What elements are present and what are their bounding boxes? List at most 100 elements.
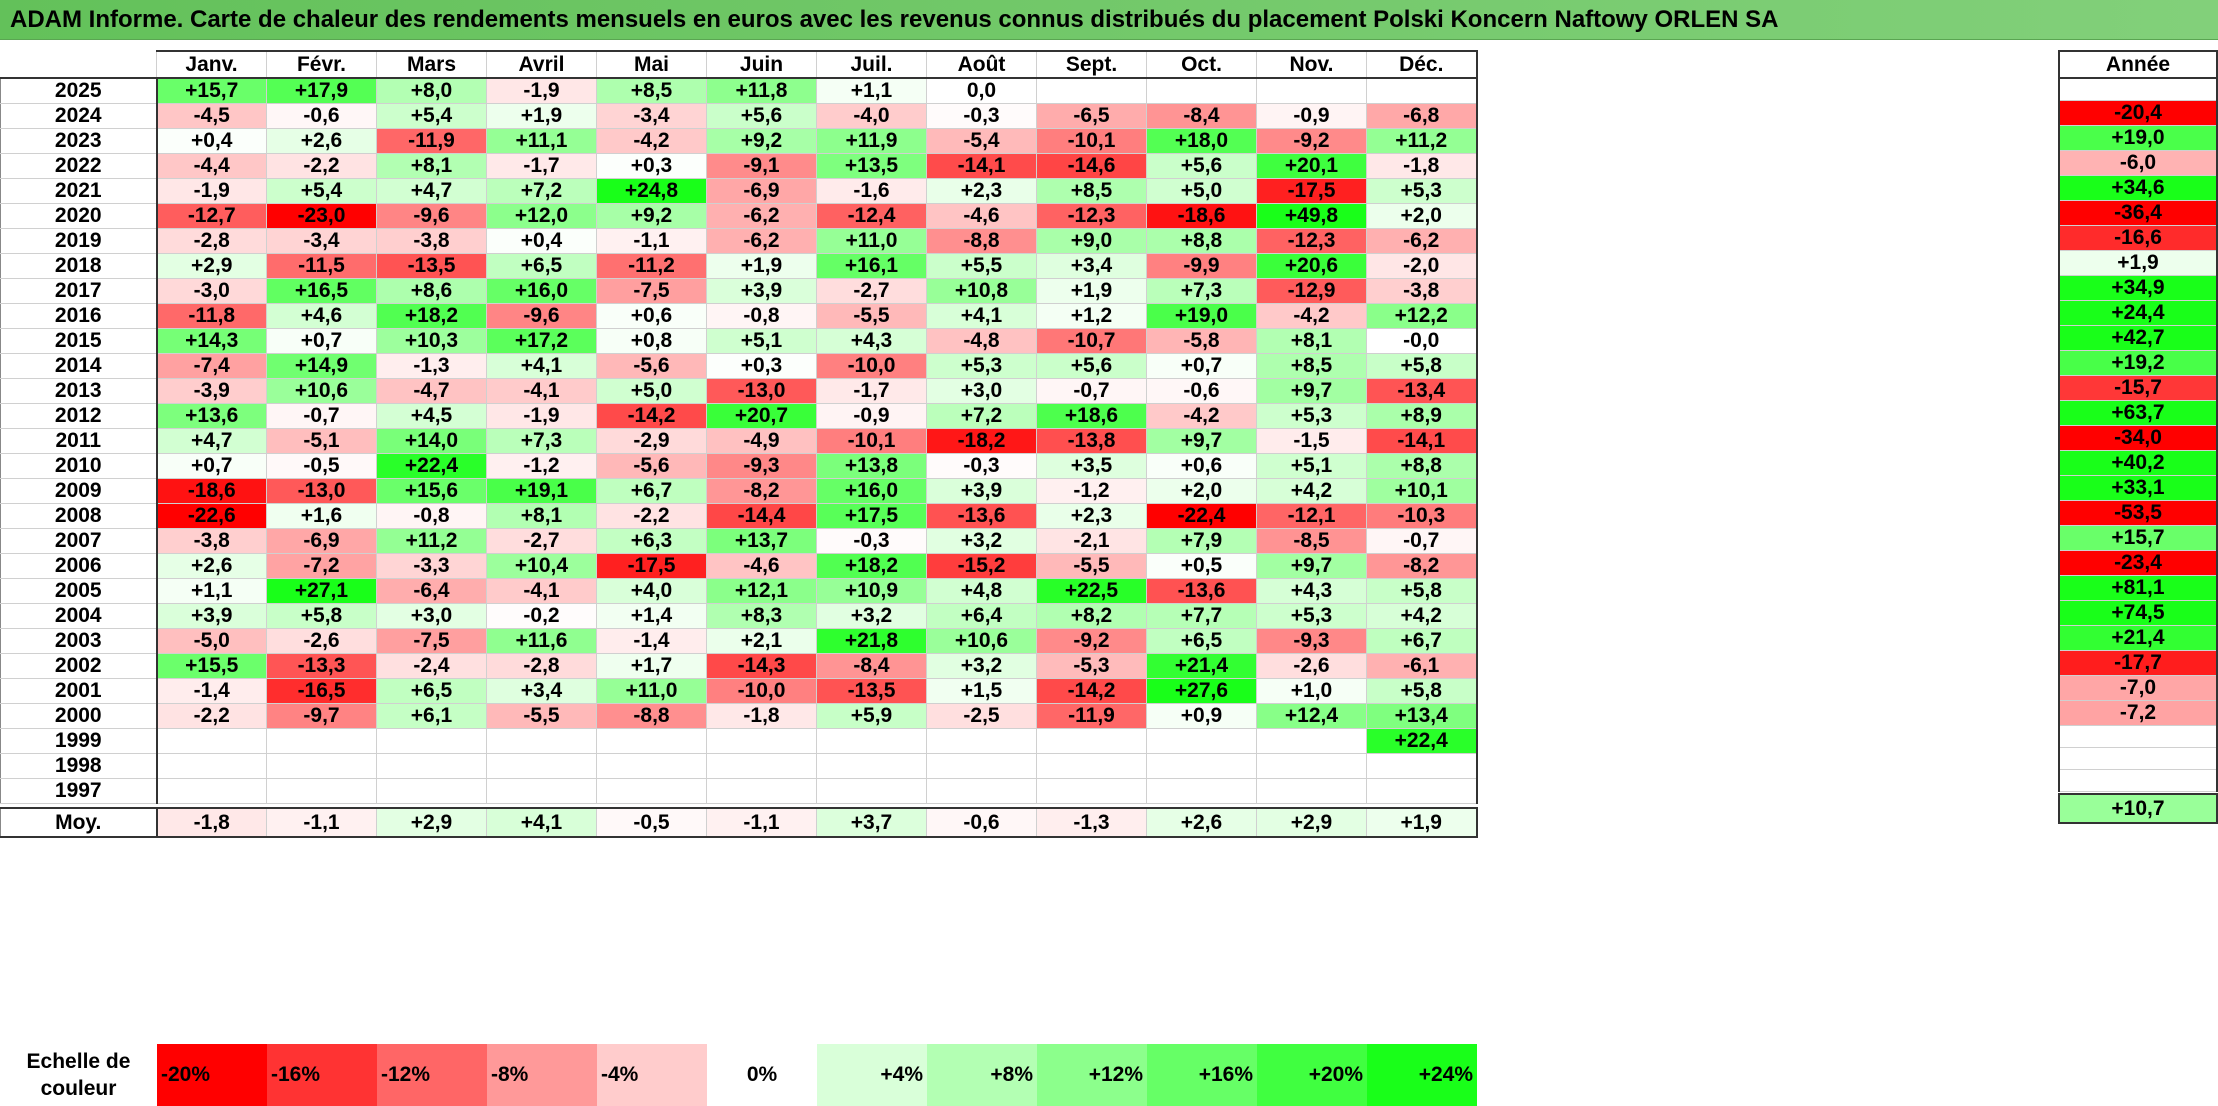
year-row: 2022 -4,4 -2,2 +8,1 -1,7 +0,3 -9,1 +13,5 -14,1 -1…	[0, 153, 1478, 179]
month-header: Nov.	[1256, 50, 1367, 79]
heatmap-cell: +2,3	[1036, 503, 1147, 529]
heatmap-cell: -2,0	[1366, 253, 1478, 279]
annual-cell: -17,7	[2058, 649, 2218, 676]
year-label: 1999	[0, 728, 158, 754]
year-label: 2023	[0, 128, 158, 154]
heatmap-cell: -1,3	[376, 353, 487, 379]
heatmap-cell: -0,7	[1366, 528, 1478, 554]
year-label: 2014	[0, 353, 158, 379]
heatmap-cell: -1,2	[486, 453, 597, 479]
year-label: 2005	[0, 578, 158, 604]
heatmap-cell: -6,2	[706, 203, 817, 229]
annual-cell: -15,7	[2058, 374, 2218, 401]
annual-header: Année	[2058, 50, 2218, 79]
heatmap-cell: +9,2	[596, 203, 707, 229]
monthly-heatmap: Janv. Févr. Mars Avril Mai Juin Juil. Août Sept.…	[0, 50, 1478, 838]
heatmap-cell: -3,3	[376, 553, 487, 579]
heatmap-cell: -2,2	[266, 153, 377, 179]
heatmap-cell: +8,1	[376, 153, 487, 179]
heatmap-cell: -4,1	[486, 578, 597, 604]
heatmap-cell	[816, 728, 927, 754]
heatmap-cell: -9,2	[1256, 128, 1367, 154]
month-header: Juil.	[816, 50, 927, 79]
heatmap-cell	[156, 778, 267, 804]
heatmap-cell: -7,5	[376, 628, 487, 654]
average-cell: -0,5	[596, 807, 707, 838]
annual-cell: -20,4	[2058, 99, 2218, 126]
heatmap-cell: -8,4	[1146, 103, 1257, 129]
heatmap-cell: +3,9	[156, 603, 267, 629]
heatmap-cell	[596, 778, 707, 804]
average-cell: +3,7	[816, 807, 927, 838]
heatmap-cell: -13,6	[926, 503, 1037, 529]
heatmap-cell: +5,5	[926, 253, 1037, 279]
year-row: 2014 -7,4 +14,9 -1,3 +4,1 -5,6 +0,3 -10,0 +5,3 +5…	[0, 353, 1478, 379]
heatmap-cell: +11,0	[596, 678, 707, 704]
heatmap-cell: -4,2	[596, 128, 707, 154]
heatmap-cell: -8,2	[1366, 553, 1478, 579]
heatmap-cell: +13,8	[816, 453, 927, 479]
heatmap-cell	[596, 728, 707, 754]
heatmap-cell: +5,6	[1036, 353, 1147, 379]
heatmap-cell: -12,3	[1256, 228, 1367, 254]
year-label: 2003	[0, 628, 158, 654]
heatmap-cell: -9,1	[706, 153, 817, 179]
heatmap-cell: -10,0	[706, 678, 817, 704]
year-label: 2006	[0, 553, 158, 579]
heatmap-cell: -4,6	[706, 553, 817, 579]
heatmap-cell: +4,1	[486, 353, 597, 379]
heatmap-cell	[596, 753, 707, 779]
year-label: 2016	[0, 303, 158, 329]
year-label: 2009	[0, 478, 158, 504]
heatmap-cell: +7,3	[486, 428, 597, 454]
heatmap-cell: +4,0	[596, 578, 707, 604]
heatmap-cell: +3,2	[926, 528, 1037, 554]
heatmap-cell: +8,8	[1366, 453, 1478, 479]
heatmap-cell: +11,9	[816, 128, 927, 154]
heatmap-cell: +1,4	[596, 603, 707, 629]
heatmap-cell: +1,9	[1036, 278, 1147, 304]
heatmap-cell: -3,0	[156, 278, 267, 304]
heatmap-cell: +22,4	[1366, 728, 1478, 754]
heatmap-cell: -9,9	[1146, 253, 1257, 279]
heatmap-cell: +22,5	[1036, 578, 1147, 604]
heatmap-cell: -1,7	[486, 153, 597, 179]
heatmap-cell: +17,9	[266, 77, 377, 104]
heatmap-cell: +3,9	[706, 278, 817, 304]
heatmap-cell: -6,2	[1366, 228, 1478, 254]
annual-cell: -7,2	[2058, 699, 2218, 726]
heatmap-cell: +0,9	[1146, 703, 1257, 729]
heatmap-cell: +5,4	[266, 178, 377, 204]
heatmap-cell: -16,5	[266, 678, 377, 704]
heatmap-cell: +5,6	[706, 103, 817, 129]
heatmap-cell: +8,3	[706, 603, 817, 629]
heatmap-cell: -1,9	[156, 178, 267, 204]
heatmap-cell: +6,3	[596, 528, 707, 554]
heatmap-cell: +17,5	[816, 503, 927, 529]
heatmap-cell: -0,7	[266, 403, 377, 429]
year-label: 2015	[0, 328, 158, 354]
heatmap-cell	[1256, 77, 1367, 104]
heatmap-cell: -14,2	[596, 403, 707, 429]
heatmap-cell	[266, 753, 377, 779]
heatmap-cell: -4,4	[156, 153, 267, 179]
year-row: 2023 +0,4 +2,6 -11,9 +11,1 -4,2 +9,2 +11,9 -5,4-…	[0, 128, 1478, 154]
heatmap-cell: -1,9	[486, 77, 597, 104]
heatmap-cell: +18,2	[816, 553, 927, 579]
annual-average-cell: +10,7	[2058, 793, 2218, 824]
heatmap-cell: +7,2	[486, 178, 597, 204]
heatmap-cell: -13,8	[1036, 428, 1147, 454]
heatmap-cell: +13,5	[816, 153, 927, 179]
color-scale-step: +20%	[1257, 1044, 1367, 1106]
heatmap-cell: +7,2	[926, 403, 1037, 429]
heatmap-cell: -13,5	[376, 253, 487, 279]
heatmap-cell: -0,8	[706, 303, 817, 329]
heatmap-cell: -4,7	[376, 378, 487, 404]
heatmap-cell: +9,7	[1146, 428, 1257, 454]
heatmap-cell: -8,8	[596, 703, 707, 729]
column-gap	[2022, 50, 2058, 1032]
heatmap-cell	[376, 753, 487, 779]
heatmap-cell: +2,6	[156, 553, 267, 579]
average-cell: +2,6	[1146, 807, 1257, 838]
heatmap-cell: +8,2	[1036, 603, 1147, 629]
